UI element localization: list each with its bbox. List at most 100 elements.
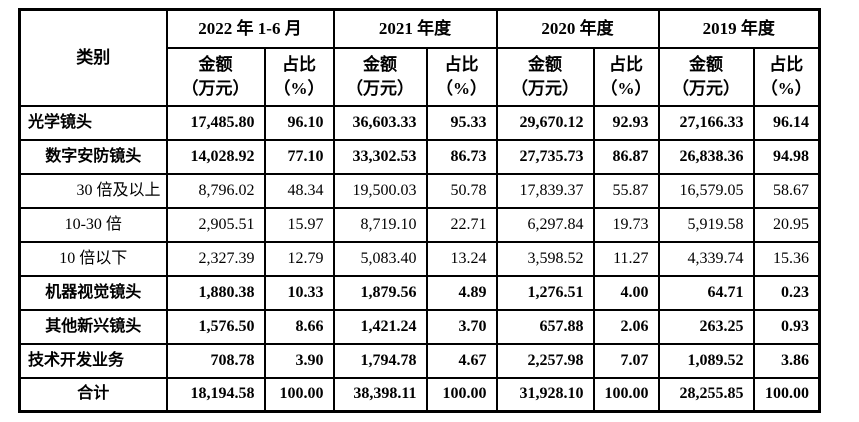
- amount-cell: 27,735.73: [495, 138, 595, 175]
- amount-header-line2: （万元）: [346, 78, 415, 98]
- amount-cell: 29,670.12: [495, 104, 595, 141]
- row-label: 数字安防镜头: [18, 138, 168, 175]
- period-header-2021: 2021 年度: [332, 8, 498, 49]
- ratio-header-line2: （%）: [436, 78, 488, 98]
- ratio-header-line1: 占比: [609, 54, 644, 74]
- amount-header-line2: （万元）: [511, 78, 580, 98]
- row-label: 10-30 倍: [18, 206, 168, 243]
- ratio-cell: 50.78: [425, 172, 498, 209]
- amount-cell: 17,485.80: [165, 104, 266, 141]
- ratio-cell: 86.87: [592, 138, 660, 175]
- amount-cell: 1,421.24: [332, 308, 428, 345]
- row-label: 30 倍及以上: [18, 172, 168, 209]
- amount-header-line1: 金额: [363, 54, 398, 74]
- table-row-30x-and-above: 30 倍及以上 8,796.02 48.34 19,500.03 50.78 1…: [18, 172, 821, 209]
- ratio-cell: 0.23: [752, 274, 821, 311]
- row-label: 机器视觉镜头: [18, 274, 168, 311]
- amount-cell: 18,194.58: [165, 376, 266, 413]
- amount-header-line2: （万元）: [672, 78, 741, 98]
- revenue-breakdown-table-wrap: 类别 2022 年 1-6 月 2021 年度 2020 年度 2019 年度 …: [18, 8, 822, 413]
- row-label: 合计: [18, 376, 168, 413]
- ratio-cell: 96.10: [263, 104, 335, 141]
- amount-header-2020: 金额 （万元）: [495, 46, 595, 107]
- period-header-2019: 2019 年度: [657, 8, 821, 49]
- amount-cell: 36,603.33: [332, 104, 428, 141]
- amount-cell: 1,089.52: [657, 342, 755, 379]
- ratio-header-2019: 占比 （%）: [752, 46, 821, 107]
- ratio-cell: 4.00: [592, 274, 660, 311]
- ratio-cell: 15.36: [752, 240, 821, 277]
- row-label: 光学镜头: [18, 104, 168, 141]
- amount-header-line1: 金额: [689, 54, 724, 74]
- row-label: 技术开发业务: [18, 342, 168, 379]
- ratio-header-line1: 占比: [769, 54, 804, 74]
- amount-cell: 31,928.10: [495, 376, 595, 413]
- ratio-header-line2: （%）: [600, 78, 652, 98]
- amount-cell: 1,276.51: [495, 274, 595, 311]
- amount-header-2022h1: 金额 （万元）: [165, 46, 266, 107]
- table-row-digital-security-lens: 数字安防镜头 14,028.92 77.10 33,302.53 86.73 2…: [18, 138, 821, 175]
- ratio-cell: 7.07: [592, 342, 660, 379]
- amount-cell: 263.25: [657, 308, 755, 345]
- ratio-cell: 11.27: [592, 240, 660, 277]
- amount-cell: 17,839.37: [495, 172, 595, 209]
- ratio-cell: 4.89: [425, 274, 498, 311]
- ratio-cell: 95.33: [425, 104, 498, 141]
- ratio-header-2021: 占比 （%）: [425, 46, 498, 107]
- amount-cell: 5,083.40: [332, 240, 428, 277]
- revenue-breakdown-table: 类别 2022 年 1-6 月 2021 年度 2020 年度 2019 年度 …: [18, 8, 822, 413]
- ratio-cell: 94.98: [752, 138, 821, 175]
- amount-cell: 33,302.53: [332, 138, 428, 175]
- amount-cell: 1,880.38: [165, 274, 266, 311]
- amount-cell: 2,257.98: [495, 342, 595, 379]
- amount-cell: 1,879.56: [332, 274, 428, 311]
- table-row-below-10x: 10 倍以下 2,327.39 12.79 5,083.40 13.24 3,5…: [18, 240, 821, 277]
- ratio-cell: 10.33: [263, 274, 335, 311]
- category-column-header: 类别: [18, 8, 168, 107]
- amount-cell: 2,327.39: [165, 240, 266, 277]
- amount-cell: 19,500.03: [332, 172, 428, 209]
- amount-cell: 3,598.52: [495, 240, 595, 277]
- ratio-cell: 13.24: [425, 240, 498, 277]
- ratio-cell: 48.34: [263, 172, 335, 209]
- ratio-cell: 15.97: [263, 206, 335, 243]
- header-row-subcolumns: 金额 （万元） 占比 （%） 金额 （万元） 占比 （%） 金额 （万元） 占比…: [20, 46, 821, 107]
- ratio-cell: 55.87: [592, 172, 660, 209]
- table-row-total: 合计 18,194.58 100.00 38,398.11 100.00 31,…: [18, 376, 821, 413]
- amount-header-2019: 金额 （万元）: [657, 46, 755, 107]
- amount-cell: 28,255.85: [657, 376, 755, 413]
- table-row-technology-development: 技术开发业务 708.78 3.90 1,794.78 4.67 2,257.9…: [18, 342, 821, 379]
- ratio-cell: 92.93: [592, 104, 660, 141]
- ratio-cell: 86.73: [425, 138, 498, 175]
- ratio-cell: 0.93: [752, 308, 821, 345]
- header-row-periods: 类别 2022 年 1-6 月 2021 年度 2020 年度 2019 年度: [18, 8, 821, 107]
- period-header-2020: 2020 年度: [495, 8, 660, 49]
- amount-cell: 6,297.84: [495, 206, 595, 243]
- ratio-cell: 2.06: [592, 308, 660, 345]
- ratio-cell: 100.00: [752, 376, 821, 413]
- ratio-cell: 12.79: [263, 240, 335, 277]
- amount-cell: 8,719.10: [332, 206, 428, 243]
- amount-header-line1: 金额: [528, 54, 563, 74]
- ratio-cell: 3.86: [752, 342, 821, 379]
- amount-cell: 1,576.50: [165, 308, 266, 345]
- table-row-optical-lens: 光学镜头 17,485.80 96.10 36,603.33 95.33 29,…: [18, 104, 821, 141]
- amount-cell: 5,919.58: [657, 206, 755, 243]
- row-label: 其他新兴镜头: [18, 308, 168, 345]
- table-row-10-30x: 10-30 倍 2,905.51 15.97 8,719.10 22.71 6,…: [18, 206, 821, 243]
- ratio-cell: 100.00: [592, 376, 660, 413]
- amount-cell: 708.78: [165, 342, 266, 379]
- ratio-header-line2: （%）: [760, 78, 812, 98]
- ratio-cell: 77.10: [263, 138, 335, 175]
- amount-cell: 26,838.36: [657, 138, 755, 175]
- ratio-header-line1: 占比: [444, 54, 479, 74]
- ratio-cell: 100.00: [425, 376, 498, 413]
- amount-header-2021: 金额 （万元）: [332, 46, 428, 107]
- amount-cell: 2,905.51: [165, 206, 266, 243]
- table-row-other-emerging-lens: 其他新兴镜头 1,576.50 8.66 1,421.24 3.70 657.8…: [18, 308, 821, 345]
- row-label: 10 倍以下: [18, 240, 168, 277]
- ratio-cell: 3.90: [263, 342, 335, 379]
- amount-header-line2: （万元）: [181, 78, 250, 98]
- table-row-machine-vision-lens: 机器视觉镜头 1,880.38 10.33 1,879.56 4.89 1,27…: [18, 274, 821, 311]
- amount-cell: 4,339.74: [657, 240, 755, 277]
